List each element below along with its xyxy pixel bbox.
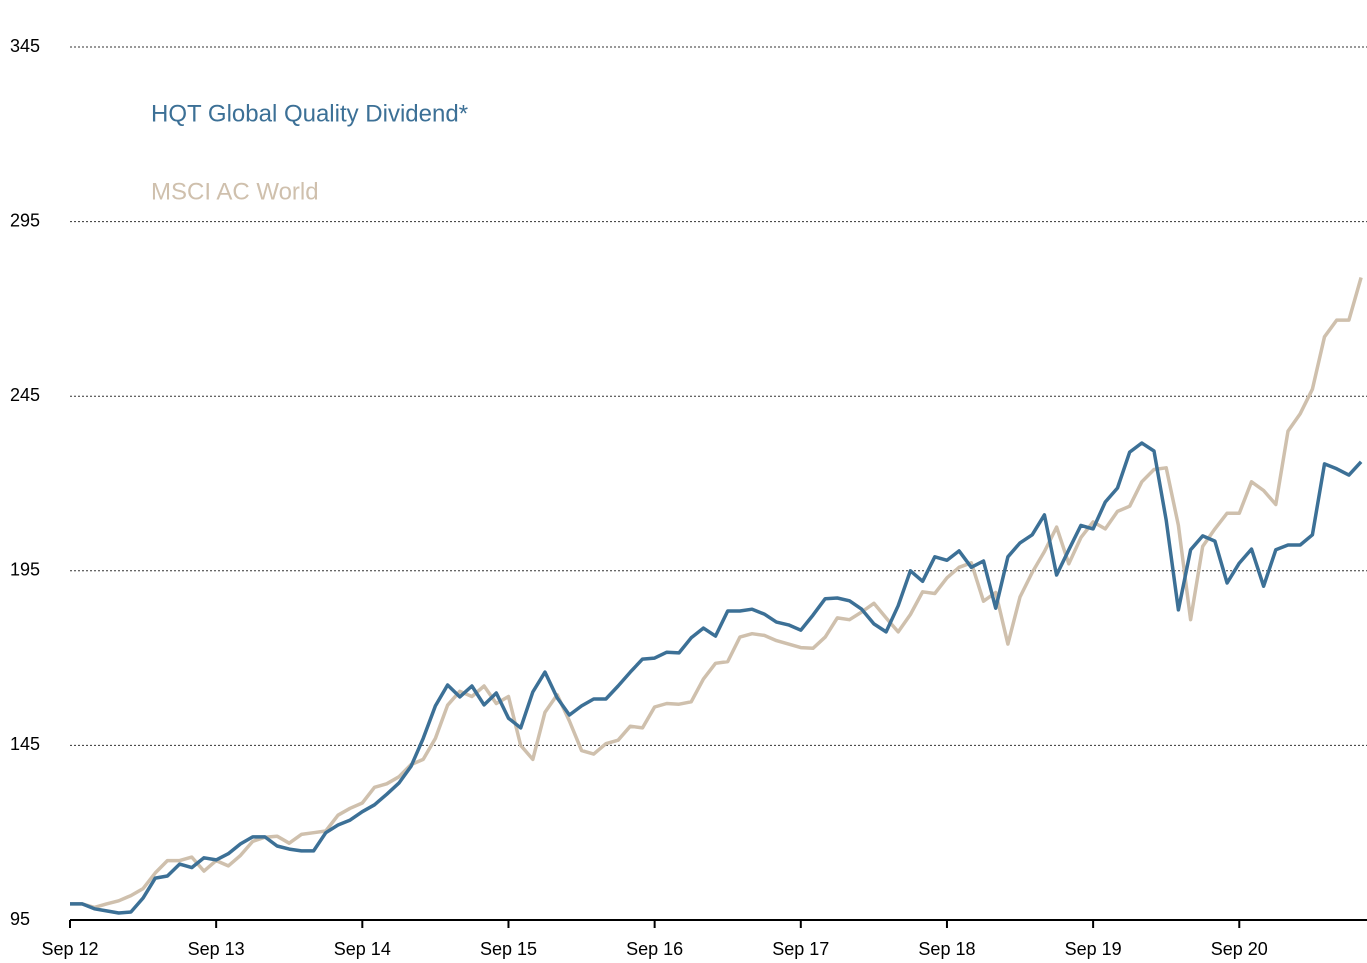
y-tick-label: 145 — [10, 734, 40, 754]
series-line — [70, 441, 1363, 915]
x-tick-label: Sep 15 — [480, 939, 537, 959]
x-tick-label: Sep 16 — [626, 939, 683, 959]
x-tick-label: Sep 18 — [918, 939, 975, 959]
x-tick-label: Sep 17 — [772, 939, 829, 959]
y-tick-label: 195 — [10, 560, 40, 580]
series-line — [70, 277, 1363, 910]
y-tick-label: 245 — [10, 385, 40, 405]
x-tick-label: Sep 20 — [1211, 939, 1268, 959]
y-tick-label: 345 — [10, 36, 40, 56]
y-tick-label: 295 — [10, 210, 40, 230]
x-tick-label: Sep 14 — [334, 939, 391, 959]
legend-entry: HQT Global Quality Dividend* — [151, 100, 468, 127]
x-tick-label: Sep 12 — [41, 939, 98, 959]
legend-entry: MSCI AC World — [151, 178, 319, 205]
x-tick-label: Sep 19 — [1065, 939, 1122, 959]
y-tick-label: 95 — [10, 909, 30, 929]
x-tick-label: Sep 13 — [188, 939, 245, 959]
